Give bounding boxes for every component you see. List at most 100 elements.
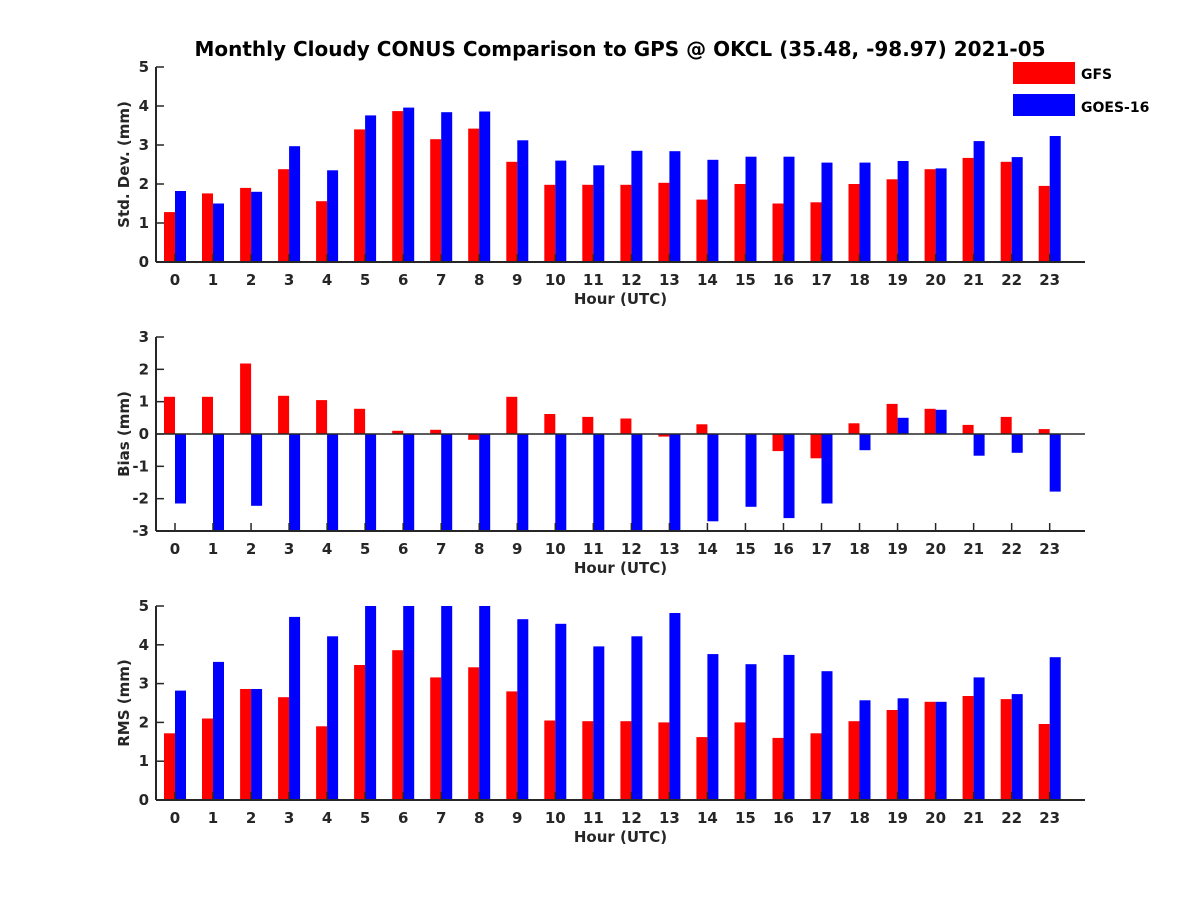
x-tick-label: 9 — [512, 540, 522, 558]
bar-goes-16-11 — [593, 165, 605, 262]
x-tick-label: 16 — [773, 271, 794, 289]
bar-gfs-10 — [544, 184, 556, 262]
x-tick-label: 6 — [398, 809, 408, 827]
y-tick-label: 4 — [139, 97, 149, 115]
chart-title: Monthly Cloudy CONUS Comparison to GPS @… — [194, 37, 1045, 61]
x-tick-label: 5 — [360, 809, 370, 827]
bar-goes-16-13 — [669, 613, 681, 800]
legend-swatch-goes16 — [1013, 94, 1075, 116]
x-tick-label: 18 — [849, 271, 870, 289]
bar-gfs-21 — [962, 424, 974, 434]
x-tick-label: 21 — [963, 809, 984, 827]
bar-goes-16-2 — [251, 434, 263, 506]
y-tick-label: 3 — [139, 675, 149, 693]
bar-goes-16-9 — [517, 619, 529, 800]
x-tick-label: 8 — [474, 540, 484, 558]
y-tick-label: -1 — [132, 457, 149, 475]
bar-goes-16-13 — [669, 434, 681, 531]
bar-gfs-16 — [772, 434, 784, 452]
bar-gfs-20 — [924, 169, 936, 262]
bar-goes-16-12 — [631, 150, 643, 262]
bar-gfs-13 — [658, 182, 670, 262]
bar-goes-16-23 — [1049, 657, 1061, 800]
bar-gfs-19 — [886, 710, 898, 800]
x-tick-label: 8 — [474, 271, 484, 289]
bar-gfs-13 — [658, 722, 670, 800]
bar-goes-16-5 — [365, 115, 377, 263]
y-axis-label: Bias (mm) — [115, 391, 133, 477]
bar-gfs-11 — [582, 721, 594, 800]
bar-gfs-14 — [696, 199, 708, 262]
bar-gfs-9 — [506, 161, 518, 262]
bar-gfs-18 — [848, 184, 860, 262]
bar-goes-16-14 — [707, 159, 719, 262]
x-tick-label: 8 — [474, 809, 484, 827]
bar-goes-16-10 — [555, 434, 567, 531]
bar-goes-16-8 — [479, 434, 491, 531]
x-tick-label: 0 — [170, 271, 180, 289]
bar-goes-16-1 — [213, 661, 224, 800]
bar-gfs-18 — [848, 721, 860, 800]
bar-gfs-12 — [620, 184, 632, 262]
bar-gfs-2 — [240, 187, 252, 262]
x-tick-label: 13 — [659, 809, 680, 827]
x-tick-label: 22 — [1001, 809, 1022, 827]
bar-gfs-4 — [316, 201, 328, 262]
bar-goes-16-18 — [859, 700, 871, 800]
x-tick-label: 7 — [436, 271, 446, 289]
bar-goes-16-16 — [783, 654, 795, 800]
bar-goes-16-7 — [441, 112, 453, 262]
bar-goes-16-14 — [707, 654, 719, 800]
x-tick-label: 4 — [322, 540, 332, 558]
bar-gfs-20 — [924, 408, 936, 434]
bar-gfs-2 — [240, 689, 252, 800]
x-tick-label: 23 — [1039, 540, 1060, 558]
bar-goes-16-20 — [935, 701, 947, 800]
x-tick-label: 7 — [436, 809, 446, 827]
x-tick-label: 10 — [545, 271, 566, 289]
bar-goes-16-14 — [707, 434, 719, 522]
bar-goes-16-22 — [1011, 157, 1023, 262]
bar-goes-16-15 — [745, 434, 757, 507]
bar-goes-16-1 — [213, 434, 224, 531]
series-gfs — [164, 111, 1050, 262]
bar-goes-16-22 — [1011, 694, 1023, 800]
bar-goes-16-13 — [669, 151, 681, 262]
x-tick-label: 17 — [811, 809, 832, 827]
bar-goes-16-4 — [327, 170, 339, 262]
bar-goes-16-6 — [403, 606, 415, 800]
bar-gfs-7 — [430, 139, 442, 262]
x-tick-label: 13 — [659, 271, 680, 289]
x-tick-label: 23 — [1039, 809, 1060, 827]
bar-gfs-8 — [468, 128, 480, 262]
x-tick-label: 17 — [811, 540, 832, 558]
x-tick-label: 1 — [208, 540, 218, 558]
series-goes-16 — [175, 606, 1061, 800]
bar-gfs-12 — [620, 418, 632, 434]
bar-goes-16-5 — [365, 434, 377, 531]
bar-goes-16-10 — [555, 160, 567, 262]
y-axis-label: Std. Dev. (mm) — [115, 101, 133, 228]
x-tick-label: 21 — [963, 271, 984, 289]
x-tick-label: 11 — [583, 809, 604, 827]
y-tick-label: 5 — [139, 597, 149, 615]
y-tick-label: 2 — [139, 360, 149, 378]
x-axis-label: Hour (UTC) — [574, 290, 667, 308]
x-tick-label: 3 — [284, 540, 294, 558]
x-tick-label: 23 — [1039, 271, 1060, 289]
bar-goes-16-3 — [289, 616, 301, 800]
bar-gfs-3 — [278, 697, 290, 800]
x-tick-label: 22 — [1001, 540, 1022, 558]
bar-gfs-0 — [164, 212, 175, 262]
bar-goes-16-18 — [859, 434, 871, 451]
x-tick-label: 16 — [773, 809, 794, 827]
bar-gfs-22 — [1000, 161, 1012, 262]
x-tick-label: 18 — [849, 809, 870, 827]
bar-gfs-5 — [354, 665, 366, 800]
bar-gfs-8 — [468, 434, 480, 440]
x-tick-label: 5 — [360, 540, 370, 558]
bar-goes-16-17 — [821, 671, 833, 800]
x-tick-label: 12 — [621, 271, 642, 289]
